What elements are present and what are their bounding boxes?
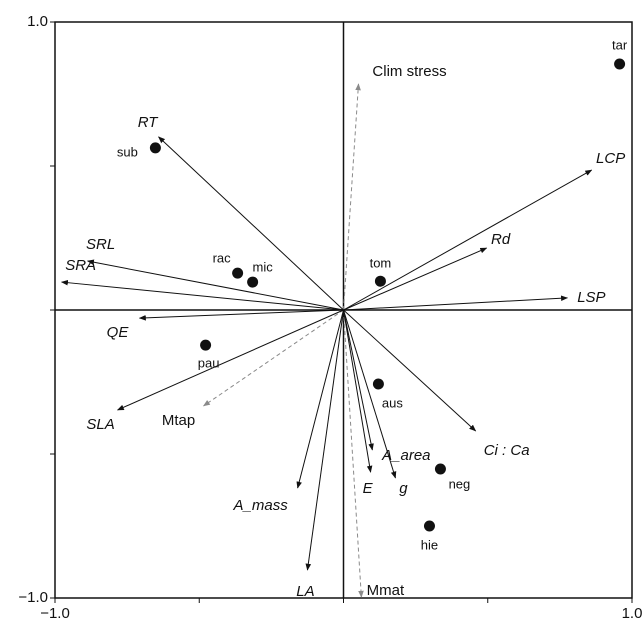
sample-point: [614, 58, 626, 70]
loading-vector: [296, 309, 344, 489]
env-vector-label: Clim stress: [372, 63, 446, 80]
point-label: pau: [198, 356, 220, 371]
point-label: neg: [449, 476, 471, 491]
sample-point: [374, 275, 386, 287]
y-tick-label: −1.0: [18, 589, 48, 606]
point-label: hie: [421, 537, 438, 552]
loading-vector: [343, 169, 593, 311]
env-vector: [203, 309, 344, 407]
sample-point: [372, 378, 384, 390]
point-label: sub: [117, 144, 138, 159]
loading-vector: [138, 309, 344, 321]
loading-label: A_area: [381, 447, 430, 464]
sample-point: [149, 142, 161, 154]
loading-label: Rd: [491, 231, 511, 248]
loading-label: LSP: [577, 289, 605, 306]
point-label: tar: [612, 37, 628, 52]
sample-point: [423, 520, 435, 532]
x-tick-label: −1.0: [40, 605, 70, 622]
loading-label: SLA: [86, 416, 114, 433]
loading-vector: [343, 295, 569, 311]
env-vector-label: Mtap: [162, 412, 195, 429]
loading-label: E: [363, 480, 374, 497]
sample-point: [434, 463, 446, 475]
point-label: aus: [382, 395, 403, 410]
sample-point: [247, 276, 259, 288]
loading-vector: [343, 309, 477, 432]
loading-vector: [305, 309, 344, 571]
loading-label: SRA: [65, 257, 96, 274]
point-label: mic: [253, 260, 274, 275]
loading-label: RT: [138, 114, 160, 131]
loading-label: g: [399, 480, 408, 497]
loading-label: SRL: [86, 236, 115, 253]
loading-label: LCP: [596, 150, 625, 167]
loading-label: QE: [107, 324, 130, 341]
loading-vector: [116, 309, 344, 411]
loading-vector: [343, 247, 488, 311]
point-label: tom: [370, 256, 392, 271]
loading-vector: [343, 309, 374, 451]
loading-label: LA: [296, 583, 314, 600]
loading-vector: [60, 279, 344, 311]
loading-vector: [158, 136, 344, 311]
env-vector-label: Mmat: [367, 582, 405, 599]
loading-vector: [343, 309, 373, 473]
env-vector: [343, 83, 361, 311]
y-tick-label: 1.0: [27, 13, 48, 30]
sample-point: [232, 267, 244, 279]
loading-label: A_mass: [233, 497, 289, 514]
x-tick-label: 1.0: [622, 605, 643, 622]
loading-vector: [86, 259, 344, 311]
point-label: rac: [213, 251, 232, 266]
loading-vector: [343, 309, 397, 479]
env-vector: [343, 309, 364, 598]
sample-point: [200, 339, 212, 351]
loading-label: Ci : Ca: [484, 442, 530, 459]
